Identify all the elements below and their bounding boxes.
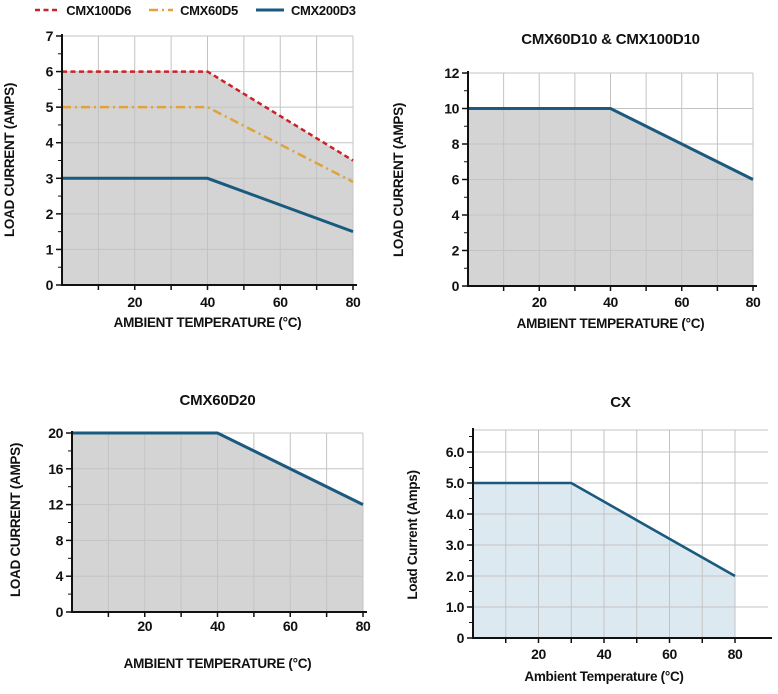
x-tick-label: 40 [603,294,618,310]
y-tick-label: 4 [452,207,460,223]
series-line-cmx200d3 [62,176,354,234]
x-tick-label: 20 [137,618,152,634]
y-tick-label: 6 [452,172,460,188]
y-axis-label: LOAD CURRENT (AMPS) [2,83,17,237]
y-tick-label: 20 [48,425,63,441]
y-tick-label: 12 [444,65,459,81]
x-tick-label: 80 [728,646,743,662]
chart-panel-cx: 20 40 60 80 0 1.0 2.0 3.0 4.0 5.0 6.0 CX Ambient Tem… [390,380,778,694]
chart-canvas-cmx60d20: 20 40 60 80 0 4 8 12 16 20 CMX60D20 AMBIENT TEMPERA… [8,392,371,671]
legend-item-cmx60d5: CMX60D5 [148,3,238,18]
chart-panel-cmx-d6-d5-d3: CMX100D6 CMX60D5 CMX200D3 20 40 60 80 0 1 2 3 4 5… [0,0,390,345]
chart-canvas-cx: 20 40 60 80 0 1.0 2.0 3.0 4.0 5.0 6.0 CX Ambient Tem… [405,394,772,684]
x-tick-label: 60 [283,618,298,634]
x-axis-label: AMBIENT TEMPERATURE (°C) [114,315,302,330]
series-line-cmx60d10-cmx100d10 [468,107,754,181]
legend-item-cmx100d6: CMX100D6 [34,3,131,18]
y-tick-label: 6 [46,64,54,80]
y-tick-label: 10 [444,101,459,117]
x-tick-label: 20 [532,294,547,310]
legend-swatch-solid-line-icon [255,8,284,12]
y-tick-label: 3.0 [446,537,465,553]
x-tick-label: 20 [531,646,546,662]
x-tick-label: 80 [356,618,371,634]
chart-legend: CMX100D6 CMX60D5 CMX200D3 [0,1,390,19]
legend-swatch-dashdot-line-icon [149,8,174,12]
y-tick-label: 5.0 [446,475,465,491]
y-tick-label: 16 [48,461,63,477]
chart-panel-cmx60d20: 20 40 60 80 0 4 8 12 16 20 CMX60D20 AMBIENT TEMPERA… [0,380,390,694]
chart-canvas-cmx-d6-d5-d3: 20 40 60 80 0 1 2 3 4 5 6 7 AMBIENT TEMPERATURE (°C)… [2,28,361,330]
y-tick-label: 1 [46,241,54,257]
chart-canvas-cmx60d10-cmx100d10: 20 40 60 80 0 2 4 6 8 10 12 CMX60D10 & CMX100D10 AMB… [391,31,761,331]
x-tick-label: 60 [674,294,689,310]
x-tick-label: 20 [127,294,142,310]
x-tick-label: 40 [210,618,225,634]
x-tick-label: 60 [273,294,288,310]
y-tick-label: 3 [46,170,54,186]
x-axis-label: AMBIENT TEMPERATURE (°C) [124,656,312,671]
y-tick-label: 2 [452,243,460,259]
x-axis-label: AMBIENT TEMPERATURE (°C) [517,316,705,331]
legend-label: CMX100D6 [66,2,132,18]
y-tick-label: 12 [48,497,63,513]
y-tick-label: 6.0 [446,444,465,460]
series-line-cx [473,481,736,578]
y-tick-label: 8 [56,532,64,548]
x-tick-label: 40 [597,646,612,662]
y-tick-label: 4 [56,568,64,584]
y-tick-label: 4.0 [446,506,465,522]
y-tick-label: 2.0 [446,568,465,584]
y-tick-label: 8 [452,136,460,152]
y-tick-label: 0 [56,604,64,620]
y-tick-label: 4 [46,135,54,151]
chart-title: CMX60D20 [180,392,256,409]
chart-title: CX [610,394,631,411]
legend-label: CMX200D3 [290,2,356,18]
series-line-cmx100d6 [62,70,354,162]
y-tick-label: 0 [452,278,460,294]
series-line-cmx60d5 [62,105,354,183]
x-tick-label: 40 [200,294,215,310]
y-axis-label: LOAD CURRENT (AMPS) [391,103,406,257]
y-tick-label: 7 [46,28,54,44]
x-axis-label: Ambient Temperature (°C) [524,669,683,684]
y-tick-label: 0 [46,277,54,293]
y-tick-label: 5 [46,99,54,115]
legend-label: CMX60D5 [180,2,238,18]
chart-panel-cmx60d10-cmx100d10: 20 40 60 80 0 2 4 6 8 10 12 CMX60D10 & CMX100D10 AMB… [390,0,778,345]
x-tick-label: 80 [346,294,361,310]
legend-item-cmx200d3: CMX200D3 [255,3,356,18]
series-line-cmx60d20 [72,431,364,506]
y-axis-label: Load Current (Amps) [405,470,420,599]
x-tick-label: 60 [662,646,677,662]
y-tick-label: 1.0 [446,599,465,615]
y-axis-label: LOAD CURRENT (AMPS) [8,443,23,597]
x-tick-label: 80 [746,294,761,310]
y-tick-label: 0 [457,630,465,646]
chart-title: CMX60D10 & CMX100D10 [521,31,700,48]
y-tick-label: 2 [46,206,54,222]
legend-swatch-dashed-line-icon [35,8,60,12]
